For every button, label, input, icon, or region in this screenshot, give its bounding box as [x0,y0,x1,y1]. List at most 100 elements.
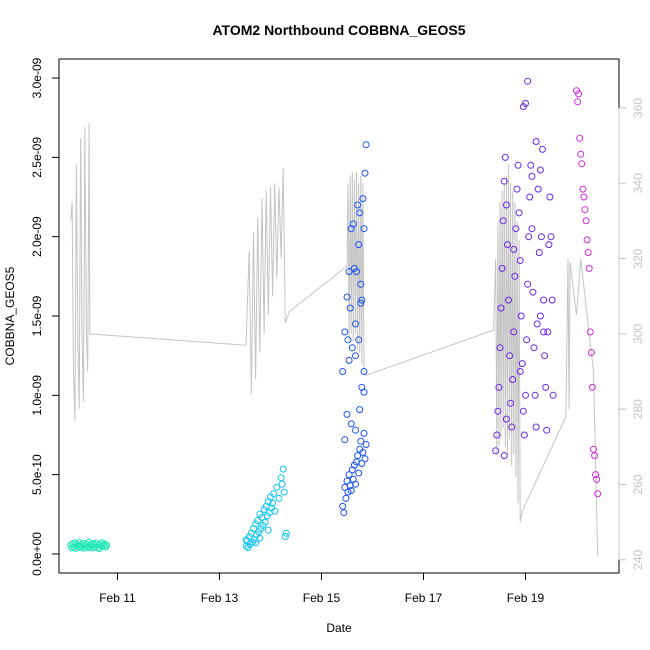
data-point [358,460,366,467]
data-point [360,429,368,437]
x-axis-label: Date [326,621,352,635]
x-tick-label: Feb 13 [201,591,239,605]
data-point [242,542,250,550]
data-point [343,477,351,485]
y-tick-label: 1.5e-09 [30,295,44,336]
y2-tick-label: 340 [631,173,645,193]
data-point [583,236,591,244]
data-point [357,299,365,307]
data-point [341,436,349,444]
data-point [519,407,527,415]
data-point [281,533,289,540]
data-point [279,465,287,473]
point-series-4 [573,87,602,498]
chart-title: ATOM2 Northbound COBBNA_GEOS5 [212,22,465,38]
data-point [531,391,539,399]
data-point [505,296,512,304]
y2-tick-label: 360 [631,98,645,118]
data-point [574,98,582,106]
data-point [362,141,370,149]
data-point [361,169,369,177]
data-point [103,541,111,549]
plot-area [58,58,620,574]
data-point [354,201,362,209]
data-point [540,296,548,304]
data-point [357,437,365,445]
data-point [355,241,363,249]
data-point [345,471,353,479]
data-point [528,225,536,233]
data-point [514,161,522,169]
data-point [532,423,540,431]
line-series-path [70,122,599,557]
data-point [518,360,526,368]
data-point [592,471,600,479]
y-axis-left: 0.0e+00 5.0e-10 1.0e-09 1.5e-09 2.0e-09 2.5e-… [30,57,60,576]
data-point [541,352,549,360]
y2-tick-label: 260 [631,474,645,494]
data-point [352,426,359,434]
point-series-3 [492,77,557,460]
data-point [579,185,587,193]
data-point [361,455,369,463]
data-point [543,426,551,434]
point-series-2 [339,141,370,517]
data-point [506,352,514,360]
data-point [516,368,524,375]
data-point [547,233,555,241]
data-point [355,336,363,344]
point-series-0 [67,538,111,553]
data-point [264,526,272,534]
data-point [341,328,349,336]
x-tick-label: Feb 11 [99,591,136,605]
data-point [510,245,518,253]
data-point [508,423,516,431]
data-point [500,452,508,460]
data-point [345,268,353,276]
data-point [503,241,511,249]
data-point [519,103,527,111]
data-point [576,134,584,142]
data-point [271,507,279,515]
data-point [357,280,365,288]
data-point [356,406,364,414]
x-axis: Feb 11 Feb 13 Feb 15 Feb 17 Feb 19 [99,572,544,605]
data-point [275,494,283,502]
data-point [352,320,359,328]
data-point [523,336,531,344]
data-point [352,480,359,488]
data-point [544,328,552,336]
data-point [594,490,602,498]
data-point [540,328,548,336]
y-axis-right: 240 260 280 300 320 340 360 [618,98,645,570]
data-point [549,391,557,399]
data-point [546,193,554,201]
y-tick-label: 2.5e-09 [30,137,44,178]
y-axis-label: COBBNA_GEOS5 [3,266,17,365]
data-point [585,264,593,272]
data-point [525,233,533,241]
x-tick-label: Feb 15 [303,591,341,605]
point-series-1 [242,465,290,552]
data-point [348,344,356,352]
data-point [498,264,506,272]
y-tick-label: 3.0e-09 [30,57,44,98]
data-point [516,257,524,264]
point-series-layer [67,77,602,553]
data-point [501,153,509,161]
data-point [359,448,367,456]
data-point [517,312,525,320]
data-point [526,193,534,201]
data-point [528,172,536,180]
data-point [339,368,347,375]
data-point [593,475,601,483]
data-point [494,407,502,415]
data-point [347,487,355,494]
data-point [356,209,364,217]
data-point [580,193,588,201]
data-point [527,161,535,169]
y2-tick-label: 300 [631,324,645,344]
data-point [256,534,264,542]
data-point [358,296,366,304]
data-point [499,217,507,225]
